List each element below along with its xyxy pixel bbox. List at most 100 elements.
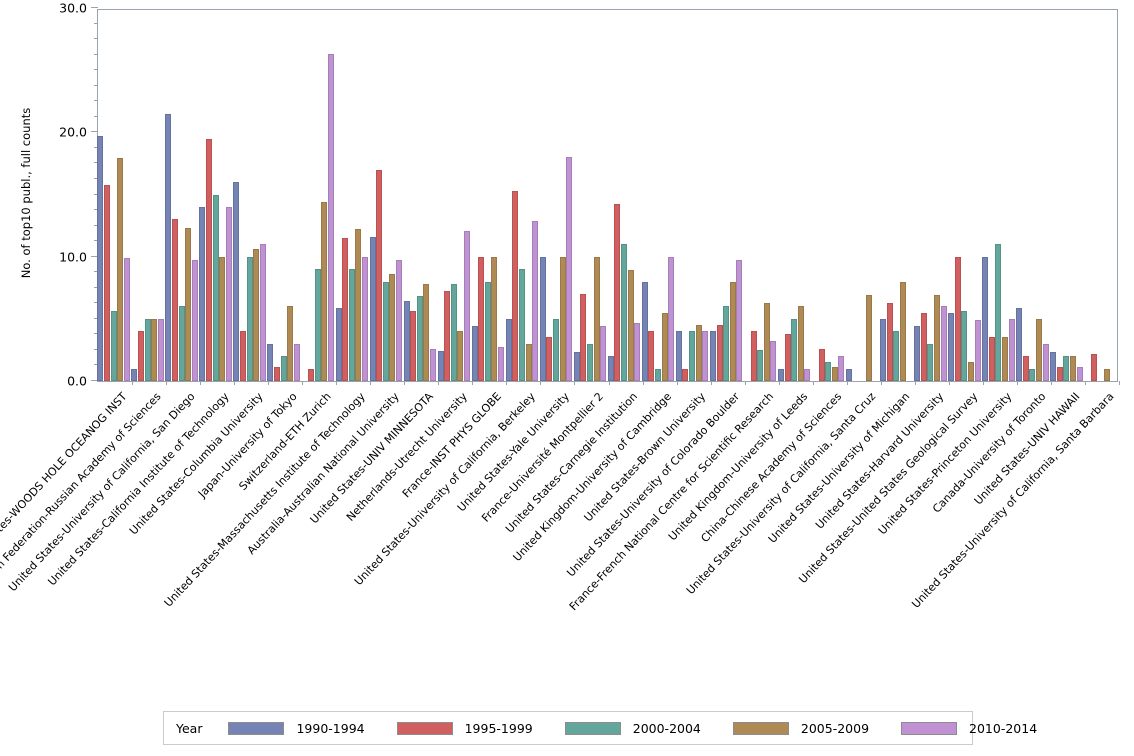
bar[interactable] (185, 228, 192, 381)
bar[interactable] (831, 367, 838, 381)
bar[interactable] (369, 236, 376, 381)
bar[interactable] (974, 320, 981, 381)
bar[interactable] (940, 306, 947, 381)
bar[interactable] (293, 343, 300, 381)
bar[interactable] (607, 356, 614, 381)
bar[interactable] (627, 270, 634, 381)
bar[interactable] (682, 368, 689, 381)
bar[interactable] (593, 256, 600, 381)
bar[interactable] (804, 368, 811, 381)
bar[interactable] (914, 326, 921, 381)
bar[interactable] (791, 318, 798, 381)
bar[interactable] (274, 367, 281, 381)
bar[interactable] (512, 190, 519, 381)
bar[interactable] (736, 260, 743, 381)
bar[interactable] (580, 293, 587, 381)
bar[interactable] (899, 281, 906, 381)
bar[interactable] (893, 331, 900, 381)
bar[interactable] (117, 158, 124, 381)
bar[interactable] (933, 295, 940, 381)
legend-item[interactable]: 2000-2004 (564, 721, 701, 736)
bar[interactable] (382, 281, 389, 381)
bar[interactable] (171, 219, 178, 381)
bar[interactable] (144, 318, 151, 381)
bar[interactable] (770, 341, 777, 381)
bar[interactable] (1036, 318, 1042, 381)
legend-item[interactable]: 2010-2014 (901, 721, 1037, 736)
bar[interactable] (920, 312, 927, 381)
bar[interactable] (518, 269, 525, 381)
bar[interactable] (641, 281, 648, 381)
bar[interactable] (484, 281, 491, 381)
bar[interactable] (403, 301, 410, 381)
bar[interactable] (131, 368, 138, 381)
bar[interactable] (797, 306, 804, 381)
bar[interactable] (880, 318, 887, 381)
bar[interactable] (395, 260, 402, 381)
bar[interactable] (1022, 356, 1029, 381)
bar[interactable] (165, 113, 172, 381)
bar[interactable] (988, 337, 995, 381)
bar[interactable] (927, 343, 934, 381)
bar[interactable] (97, 136, 104, 381)
bar[interactable] (1104, 368, 1111, 381)
bar[interactable] (327, 54, 334, 381)
bar[interactable] (689, 331, 696, 381)
bar[interactable] (259, 244, 266, 381)
bar[interactable] (416, 296, 423, 381)
bar[interactable] (498, 347, 505, 381)
bar[interactable] (1050, 352, 1057, 381)
bar[interactable] (729, 281, 736, 381)
bar[interactable] (600, 326, 607, 381)
bar[interactable] (253, 249, 260, 381)
bar[interactable] (505, 318, 512, 381)
legend-item[interactable]: 2005-2009 (732, 721, 869, 736)
bar[interactable] (225, 206, 232, 381)
bar[interactable] (865, 295, 872, 381)
bar[interactable] (982, 256, 989, 381)
bar[interactable] (240, 331, 247, 381)
bar[interactable] (1029, 368, 1036, 381)
bar[interactable] (478, 256, 485, 381)
bar[interactable] (648, 331, 655, 381)
bar[interactable] (321, 201, 328, 381)
bar[interactable] (157, 318, 164, 381)
bar[interactable] (675, 331, 682, 381)
bar[interactable] (450, 284, 457, 381)
bar[interactable] (967, 362, 974, 381)
bar[interactable] (219, 256, 226, 381)
bar[interactable] (668, 256, 675, 381)
bar[interactable] (464, 230, 471, 381)
bar[interactable] (1090, 353, 1097, 381)
bar[interactable] (573, 352, 580, 381)
bar[interactable] (948, 312, 955, 381)
bar[interactable] (525, 343, 532, 381)
bar[interactable] (1001, 337, 1008, 381)
bar[interactable] (308, 368, 315, 381)
bar[interactable] (314, 269, 321, 381)
bar[interactable] (444, 291, 451, 381)
bar[interactable] (614, 204, 621, 381)
bar[interactable] (1063, 356, 1070, 381)
bar[interactable] (886, 302, 893, 381)
bar[interactable] (1008, 318, 1015, 381)
bar[interactable] (335, 307, 342, 381)
bar[interactable] (457, 331, 464, 381)
bar[interactable] (723, 306, 730, 381)
bar[interactable] (206, 138, 212, 381)
bar[interactable] (750, 331, 757, 381)
bar[interactable] (471, 326, 478, 381)
bar[interactable] (825, 362, 832, 381)
bar[interactable] (342, 238, 349, 381)
bar[interactable] (709, 331, 716, 381)
bar[interactable] (1056, 367, 1063, 381)
bar[interactable] (961, 311, 968, 381)
bar[interactable] (361, 256, 368, 381)
legend-item[interactable]: 1995-1999 (396, 721, 533, 736)
bar[interactable] (280, 356, 287, 381)
bar[interactable] (287, 306, 294, 381)
legend-item[interactable]: 1990-1994 (228, 721, 365, 736)
bar[interactable] (491, 256, 498, 381)
bar[interactable] (546, 337, 553, 381)
bar[interactable] (1076, 367, 1083, 381)
